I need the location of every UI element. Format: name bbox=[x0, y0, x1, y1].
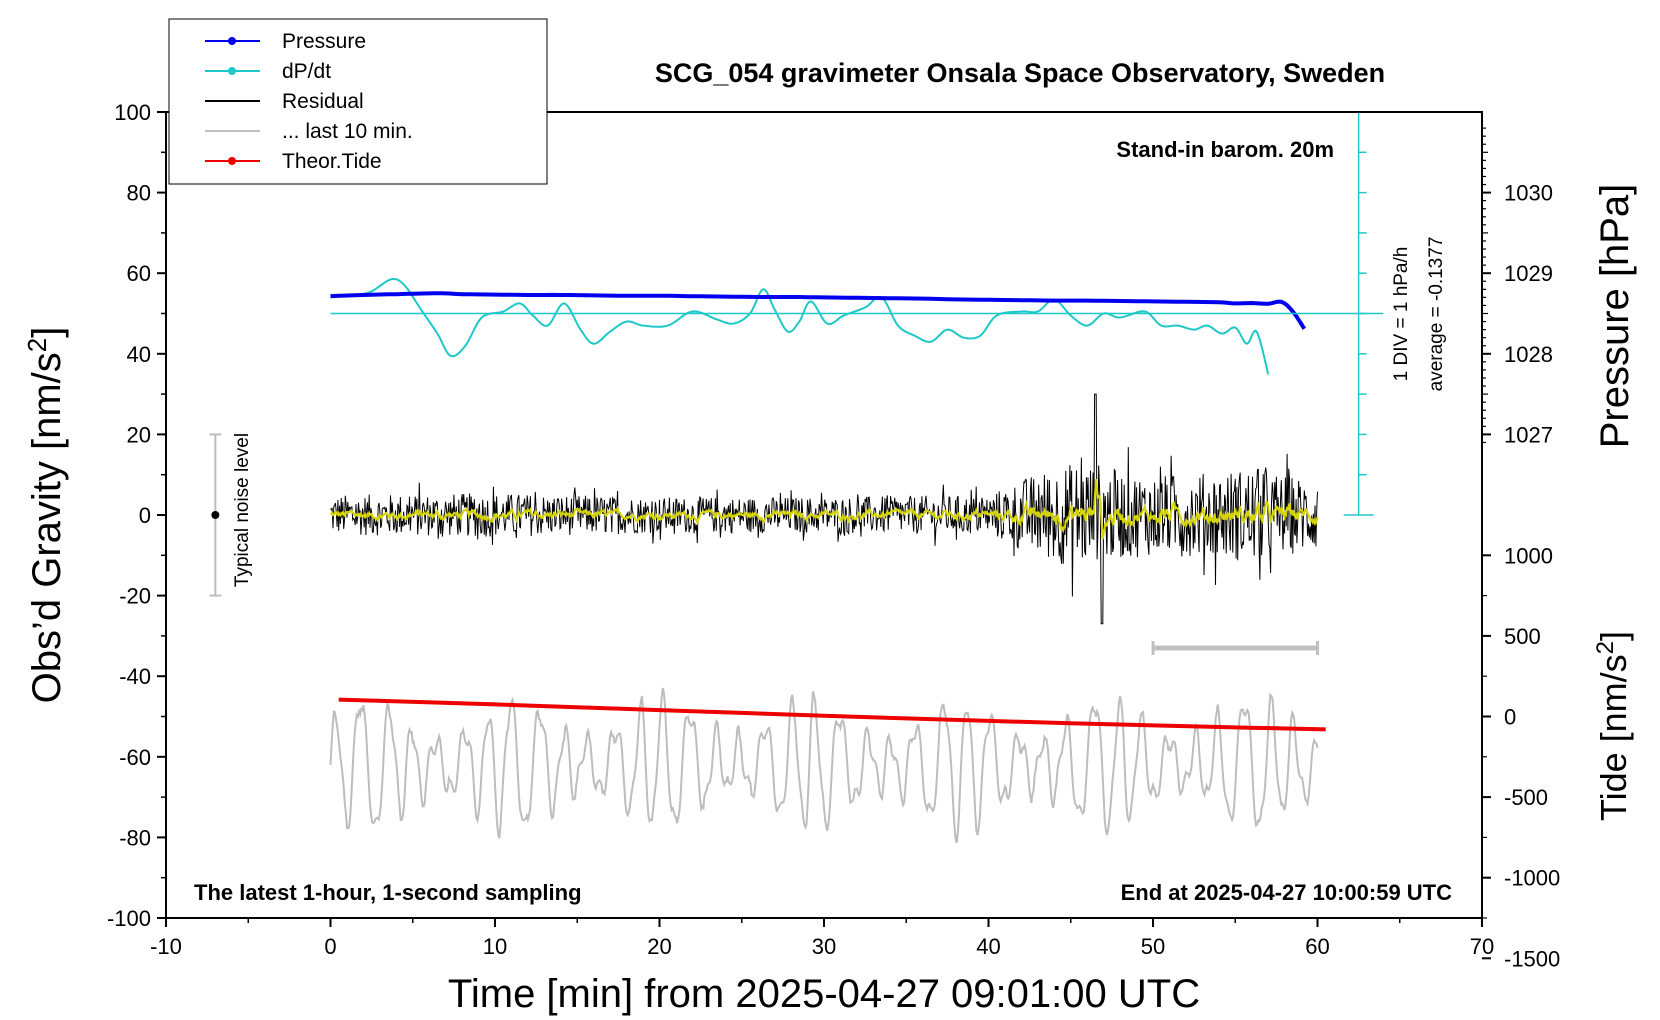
legend-label: Residual bbox=[282, 90, 364, 113]
y-axis-title-main-close: ] bbox=[25, 327, 69, 338]
x-tick-label: 70 bbox=[1470, 934, 1494, 959]
x-tick-label: 10 bbox=[483, 934, 507, 959]
legend-label: Pressure bbox=[282, 30, 366, 53]
y-axis-title-main-text: Obs’d Gravity [nm/s bbox=[25, 352, 69, 703]
legend-label: ... last 10 min. bbox=[282, 120, 413, 143]
y-tick-label: 80 bbox=[127, 181, 151, 206]
y-axis-title-tide-sup: 2 bbox=[1592, 641, 1619, 654]
dpdt-average-label: average = -0.1377 bbox=[1426, 237, 1447, 392]
tide-line bbox=[329, 687, 1319, 844]
legend-marker bbox=[228, 37, 236, 45]
x-tick-label: 60 bbox=[1305, 934, 1329, 959]
dpdt-scale-label: 1 DIV = 1 hPa/h bbox=[1391, 247, 1412, 382]
dpdt-series bbox=[354, 278, 1270, 375]
y-axis-title-main: Obs’d Gravity [nm/s2] bbox=[22, 327, 69, 704]
chart-annotations bbox=[209, 111, 1384, 655]
y-tick-label: -100 bbox=[107, 906, 151, 931]
tide-tick-label: 0 bbox=[1504, 705, 1516, 730]
tide-series bbox=[329, 687, 1319, 844]
pressure-series bbox=[330, 291, 1307, 330]
legend-label: dP/dt bbox=[282, 60, 331, 83]
residual-line bbox=[330, 393, 1318, 625]
legend-marker bbox=[228, 157, 236, 165]
chart-title: SCG_054 gravimeter Onsala Space Observat… bbox=[655, 58, 1385, 88]
y-tick-label: 100 bbox=[114, 100, 151, 125]
tide-tick-label: -500 bbox=[1504, 785, 1548, 810]
legend-marker bbox=[228, 67, 236, 75]
x-tick-label: 30 bbox=[812, 934, 836, 959]
y-tick-label: -20 bbox=[119, 584, 151, 609]
tide-tick-label: -1500 bbox=[1504, 946, 1560, 971]
theor-tide-series bbox=[338, 697, 1326, 732]
x-tick-label: 0 bbox=[324, 934, 336, 959]
noise-bar-center bbox=[211, 511, 220, 519]
y-tick-label: 40 bbox=[127, 342, 151, 367]
y-axis-title-main-sup: 2 bbox=[22, 338, 52, 352]
y-tick-label: 0 bbox=[139, 503, 151, 528]
axes: -10 0 10 20 30 40 50 60 70100806040200-20-40-60-… bbox=[107, 100, 1560, 971]
y-tick-label: -80 bbox=[119, 825, 151, 850]
x-axis-title: Time [min] from 2025-04-27 09:01:00 UTC bbox=[448, 972, 1200, 1016]
legend-items: Pressure dP/dt Residual ... last 10 min. The… bbox=[205, 30, 413, 173]
tide-tick-label: 1000 bbox=[1504, 543, 1553, 568]
y-axis-title-tide: Tide [nm/s2] bbox=[1592, 631, 1634, 821]
residual-smoothed-series bbox=[330, 479, 1319, 540]
pressure-tick-label: 1030 bbox=[1504, 181, 1553, 206]
pressure-tick-label: 1028 bbox=[1504, 342, 1553, 367]
legend: Pressure dP/dt Residual ... last 10 min. The… bbox=[168, 18, 548, 185]
pressure-tick-label: 1029 bbox=[1504, 261, 1553, 286]
end-note: End at 2025-04-27 10:00:59 UTC bbox=[1121, 880, 1452, 905]
residual-series bbox=[330, 393, 1318, 625]
x-tick-label: 50 bbox=[1141, 934, 1165, 959]
x-tick-label: 40 bbox=[976, 934, 1000, 959]
tide-tick-label: -1000 bbox=[1504, 866, 1560, 891]
residual-smoothed-line bbox=[330, 479, 1319, 540]
y-tick-label: 20 bbox=[127, 422, 151, 447]
x-tick-label: 20 bbox=[647, 934, 671, 959]
y-axis-title-tide-close: ] bbox=[1593, 631, 1634, 641]
pressure-tick-label: 1027 bbox=[1504, 422, 1553, 447]
tide-tick-label: 500 bbox=[1504, 624, 1541, 649]
x-tick-label: -10 bbox=[150, 934, 182, 959]
noise-level-label: Typical noise level bbox=[232, 433, 253, 587]
y-tick-label: -60 bbox=[119, 745, 151, 770]
sampling-note: The latest 1-hour, 1-second sampling bbox=[194, 880, 582, 905]
legend-label: Theor.Tide bbox=[282, 150, 382, 173]
y-tick-label: -40 bbox=[119, 664, 151, 689]
theor-tide-line bbox=[338, 697, 1326, 732]
y-tick-label: 60 bbox=[127, 261, 151, 286]
dpdt-line bbox=[354, 278, 1270, 375]
y-axis-title-pressure: Pressure [hPa] bbox=[1593, 184, 1637, 449]
y-axis-title-tide-text: Tide [nm/s bbox=[1593, 654, 1634, 821]
pressure-line bbox=[330, 291, 1307, 330]
barometer-note: Stand-in barom. 20m bbox=[1116, 137, 1334, 162]
